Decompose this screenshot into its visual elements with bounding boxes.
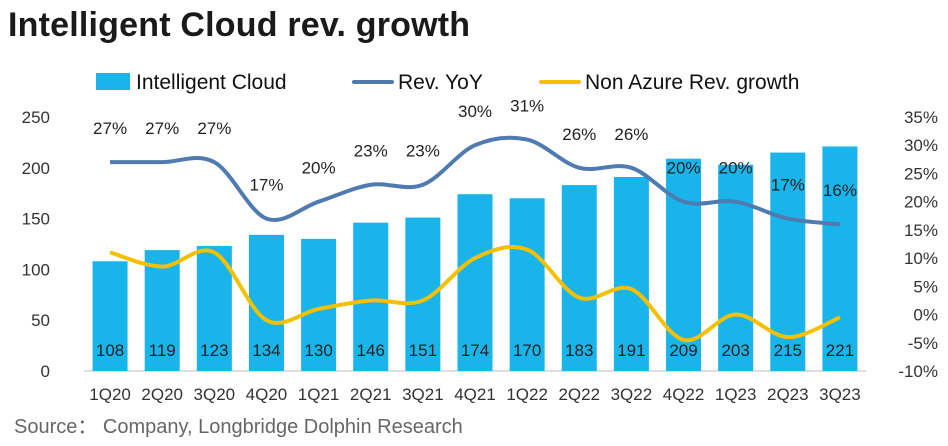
bar bbox=[144, 250, 180, 371]
bar-value-label: 123 bbox=[200, 341, 228, 360]
bar bbox=[561, 185, 597, 371]
yoy-value-label: 30% bbox=[458, 102, 492, 121]
data-labels: 108 119 123 134 130 146 151 174 170 183 191 209 203 2… bbox=[93, 97, 857, 360]
right-axis-tick-label: -5% bbox=[908, 334, 938, 353]
yoy-value-label: 20% bbox=[302, 159, 336, 178]
x-axis-tick-label: 3Q22 bbox=[611, 385, 653, 404]
x-axis-tick-label: 3Q21 bbox=[402, 385, 444, 404]
bar bbox=[718, 164, 754, 371]
bar-value-label: 134 bbox=[252, 341, 280, 360]
yoy-value-label: 27% bbox=[145, 119, 179, 138]
legend-label-yoy: Rev. YoY bbox=[398, 71, 483, 94]
bar-value-label: 146 bbox=[357, 341, 385, 360]
yoy-value-label: 27% bbox=[197, 119, 231, 138]
x-axis-tick-label: 2Q22 bbox=[558, 385, 600, 404]
bar bbox=[613, 176, 649, 371]
x-axis-tick-label: 1Q23 bbox=[715, 385, 757, 404]
x-axis-tick-label: 1Q22 bbox=[506, 385, 548, 404]
legend-label-non-azure: Non Azure Rev. growth bbox=[585, 71, 799, 94]
yoy-value-label: 27% bbox=[93, 119, 127, 138]
left-axis-tick-label: 250 bbox=[22, 108, 50, 127]
left-axis-tick-label: 200 bbox=[22, 159, 50, 178]
right-axis-tick-label: 20% bbox=[904, 193, 938, 212]
source-note: Source： Company, Longbridge Dolphin Rese… bbox=[14, 416, 463, 438]
yoy-value-label: 20% bbox=[667, 159, 701, 178]
bar-value-label: 151 bbox=[409, 341, 437, 360]
line-series bbox=[109, 135, 841, 343]
right-axis-tick-label: 15% bbox=[904, 221, 938, 240]
right-axis-tick-label: 25% bbox=[904, 164, 938, 183]
bar-value-label: 108 bbox=[96, 341, 124, 360]
yoy-value-label: 20% bbox=[719, 159, 753, 178]
left-axis-tick-label: 100 bbox=[22, 260, 50, 279]
left-axis-tick-label: 50 bbox=[31, 311, 50, 330]
x-axis-tick-label: 4Q22 bbox=[663, 385, 705, 404]
legend: Intelligent Cloud Rev. YoY Non Azure Rev. … bbox=[96, 71, 799, 94]
bar bbox=[353, 222, 389, 371]
bar-value-label: 215 bbox=[774, 341, 802, 360]
right-axis-tick-label: 35% bbox=[904, 108, 938, 127]
bar-value-label: 170 bbox=[513, 341, 541, 360]
x-axis-tick-label: 2Q23 bbox=[767, 385, 809, 404]
yoy-value-label: 31% bbox=[510, 97, 544, 116]
bar bbox=[248, 234, 284, 371]
bar-value-label: 203 bbox=[721, 341, 749, 360]
x-axis-tick-label: 3Q20 bbox=[194, 385, 236, 404]
left-axis-tick-label: 150 bbox=[22, 210, 50, 229]
right-axis: -10% -5% 0% 5% 10% 15% 20% 25% 30% 35% bbox=[898, 108, 938, 381]
yoy-value-label: 16% bbox=[823, 181, 857, 200]
right-axis-tick-label: 5% bbox=[913, 277, 938, 296]
bar-value-label: 221 bbox=[826, 341, 854, 360]
bar-value-label: 174 bbox=[461, 341, 489, 360]
yoy-value-label: 23% bbox=[354, 142, 388, 161]
right-axis-tick-label: 30% bbox=[904, 136, 938, 155]
bar-value-label: 209 bbox=[669, 341, 697, 360]
bar bbox=[509, 198, 545, 371]
x-axis-tick-label: 1Q20 bbox=[89, 385, 131, 404]
yoy-value-label: 17% bbox=[771, 176, 805, 195]
legend-swatch-bar bbox=[96, 73, 130, 90]
x-axis-tick-label: 3Q23 bbox=[819, 385, 861, 404]
x-axis-tick-label: 4Q20 bbox=[246, 385, 288, 404]
rev-yoy-line bbox=[110, 135, 841, 227]
x-axis-tick-label: 1Q21 bbox=[298, 385, 340, 404]
x-axis-tick-label: 2Q21 bbox=[350, 385, 392, 404]
yoy-value-label: 26% bbox=[562, 125, 596, 144]
x-axis-tick-label: 2Q20 bbox=[141, 385, 183, 404]
bar-value-label: 191 bbox=[617, 341, 645, 360]
yoy-value-label: 23% bbox=[406, 142, 440, 161]
bar bbox=[822, 146, 858, 371]
bar-value-label: 183 bbox=[565, 341, 593, 360]
bar-value-label: 130 bbox=[304, 341, 332, 360]
chart-title: Intelligent Cloud rev. growth bbox=[8, 6, 471, 44]
bar bbox=[457, 194, 493, 371]
non-azure-growth-line bbox=[109, 244, 841, 343]
x-axis-labels: 1Q20 2Q20 3Q20 4Q20 1Q21 2Q21 3Q21 4Q21 1Q22 2Q22… bbox=[89, 385, 860, 404]
right-axis-tick-label: 0% bbox=[913, 306, 938, 325]
x-axis-tick-label: 4Q21 bbox=[454, 385, 496, 404]
right-axis-tick-label: -10% bbox=[898, 362, 938, 381]
yoy-value-label: 26% bbox=[614, 125, 648, 144]
bar-value-label: 119 bbox=[149, 341, 176, 360]
left-axis-tick-label: 0 bbox=[41, 362, 50, 381]
yoy-value-label: 17% bbox=[249, 176, 283, 195]
legend-label-bar: Intelligent Cloud bbox=[136, 71, 287, 94]
right-axis-tick-label: 10% bbox=[904, 249, 938, 268]
bar bbox=[92, 261, 128, 371]
